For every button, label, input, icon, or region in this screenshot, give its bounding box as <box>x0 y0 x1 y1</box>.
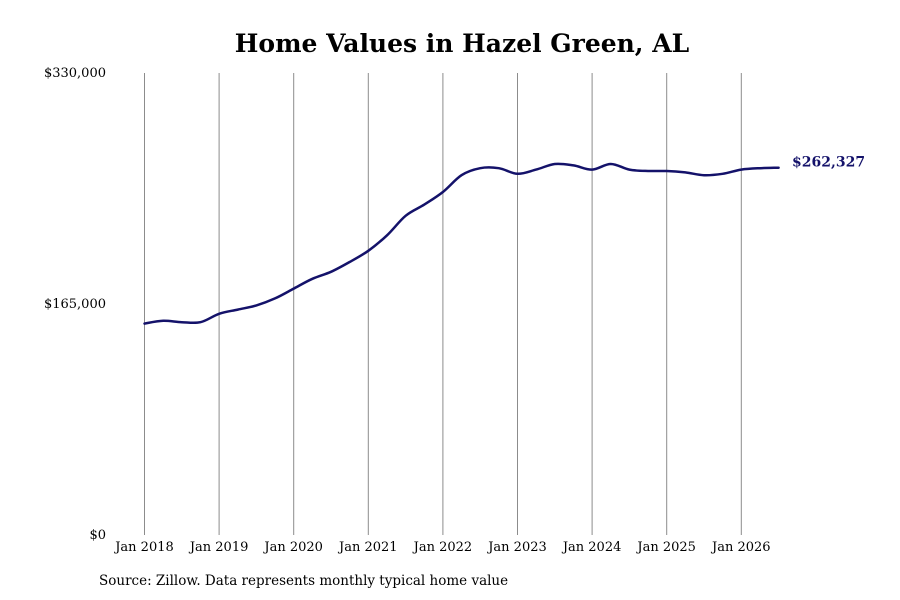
source-note: Source: Zillow. Data represents monthly … <box>99 573 509 589</box>
end-value-label: $262,327 <box>792 155 865 171</box>
x-tick-label: Jan 2020 <box>262 540 323 555</box>
series-line <box>143 162 780 325</box>
y-tick-label: $165,000 <box>44 297 106 312</box>
y-axis-ticks: $0 $165,000 $330,000 <box>44 66 106 543</box>
x-tick-label: Jan 2023 <box>486 540 547 555</box>
x-tick-label: Jan 2021 <box>337 540 398 555</box>
chart-title: Home Values in Hazel Green, AL <box>235 29 690 58</box>
x-tick-label: Jan 2025 <box>635 540 696 555</box>
x-tick-label: Jan 2022 <box>412 540 473 555</box>
x-tick-label: Jan 2026 <box>710 540 771 555</box>
x-tick-label: Jan 2024 <box>561 540 622 555</box>
x-tick-label: Jan 2018 <box>113 540 174 555</box>
gridlines <box>144 73 742 535</box>
y-tick-label: $0 <box>89 528 106 543</box>
x-axis-ticks: Jan 2018 Jan 2019 Jan 2020 Jan 2021 Jan 2022… <box>113 540 770 555</box>
y-tick-label: $330,000 <box>44 66 106 81</box>
x-tick-label: Jan 2019 <box>188 540 249 555</box>
